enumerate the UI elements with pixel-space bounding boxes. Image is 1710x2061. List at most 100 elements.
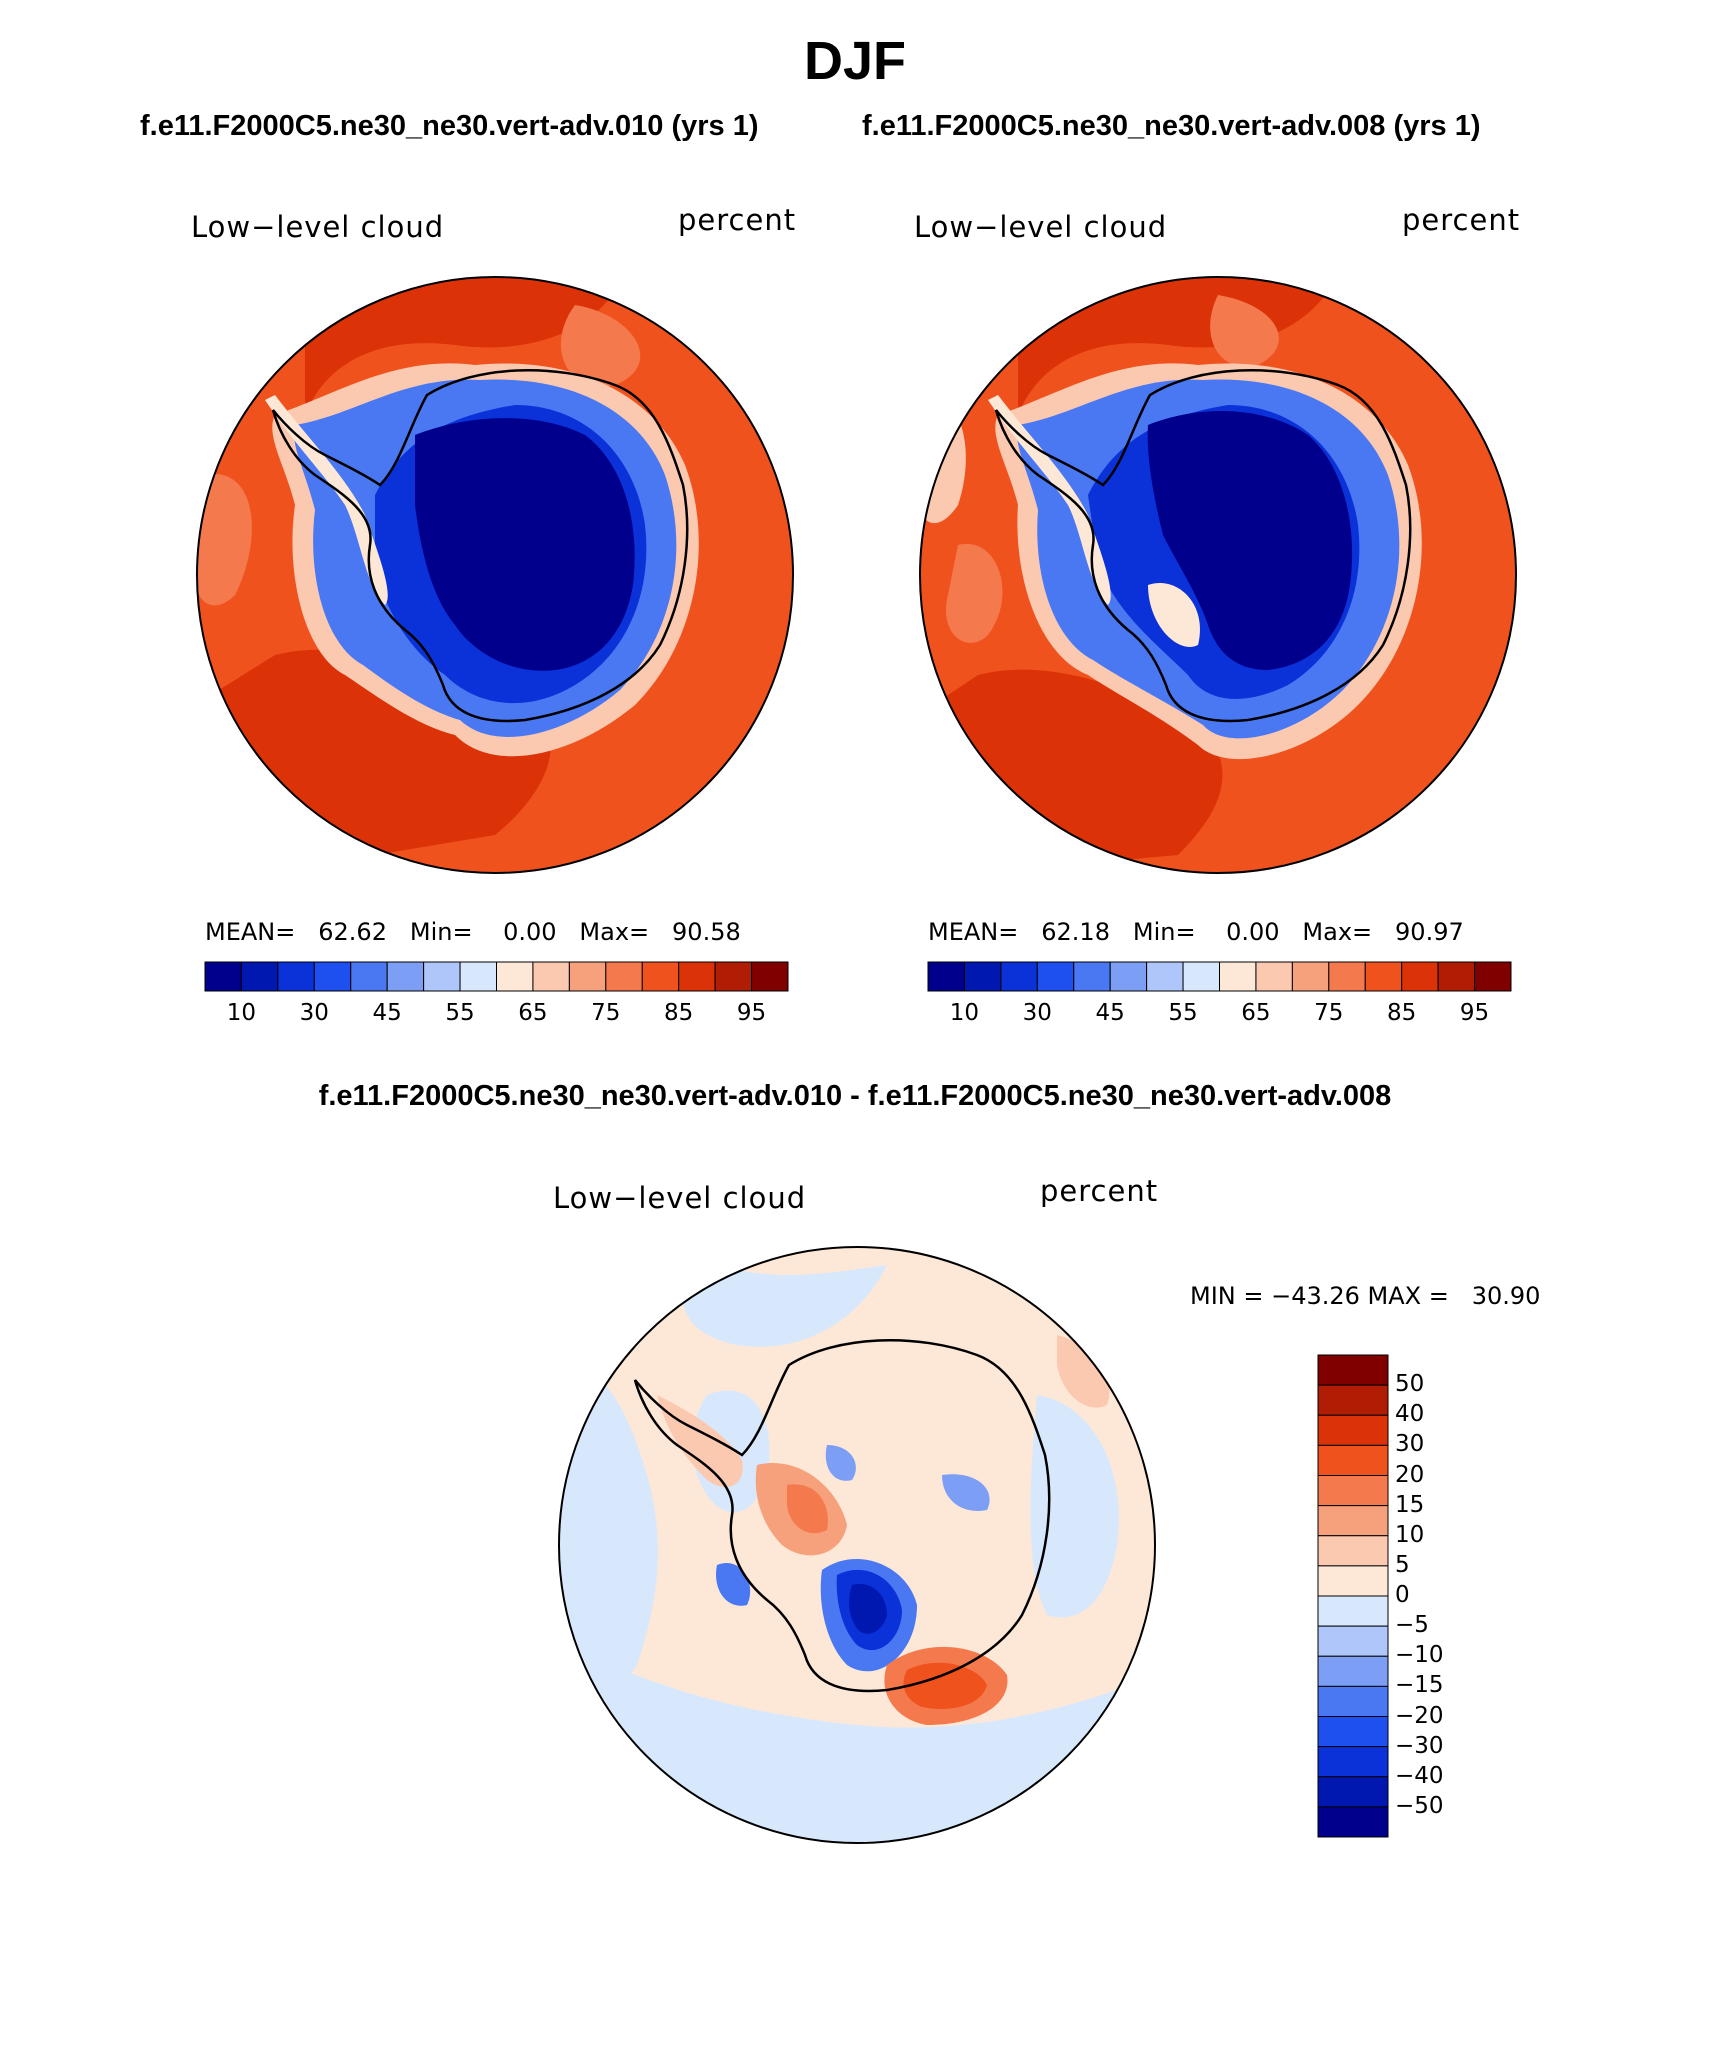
figure-title: DJF (803, 31, 906, 91)
panel2-colorbar-swatch (1000, 961, 1038, 992)
panel2-coastline (994, 369, 1412, 723)
subtitle-right: f.e11.F2000C5.ne30_ne30.vert-adv.008 (yr… (862, 110, 1481, 142)
panel1-map-border (196, 276, 794, 874)
panel2-colorbar-ticks: 10 30 45 55 65 75 85 95 (928, 1000, 1511, 1030)
panel1-colorbar-ticks: 10 30 45 55 65 75 85 95 (205, 1000, 788, 1030)
panel2-colorbar-tick-label: 65 (1241, 1000, 1271, 1026)
panel1-colorbar-tick-label: 45 (372, 1000, 402, 1026)
panel1-units-label: percent (678, 203, 797, 237)
panel2-light-patch-ne (1210, 295, 1279, 367)
panel1-variable-label: Low−level cloud (191, 210, 445, 244)
diff-colorbar-swatch (1317, 1444, 1389, 1476)
panel2-colorbar-swatch (1146, 961, 1184, 992)
diff-colorbar-swatch (1317, 1414, 1389, 1446)
diff-colorbar-tick-label: −20 (1395, 1702, 1444, 1729)
panel2-colorbar-swatch (1219, 961, 1257, 992)
panel2-colorbar-tick-label: 75 (1314, 1000, 1344, 1026)
panel1-stats: MEAN= 62.62 Min= 0.00 Max= 90.58 (205, 918, 741, 946)
panel1-colorbar-tick-label: 75 (591, 1000, 621, 1026)
diff-colorbar-tick-label: 20 (1395, 1461, 1425, 1488)
diff-colorbar-swatch (1317, 1565, 1389, 1597)
diff-colorbar-swatch (1317, 1776, 1389, 1808)
diff-colorbar-swatch (1317, 1655, 1389, 1687)
diff-map (558, 1246, 1156, 1844)
panel2-inlet-white (1148, 583, 1200, 647)
diff-map-border (558, 1246, 1156, 1844)
panel1-colorbar-swatch (568, 961, 607, 992)
panel2-ice-sheet-core (1147, 411, 1353, 670)
diff-colorbar-swatch (1317, 1746, 1389, 1778)
panel1-colorbar-tick-label: 10 (226, 1000, 257, 1026)
diff-colorbar-swatch (1317, 1354, 1389, 1386)
panel1-colorbar-swatch (240, 961, 279, 992)
diff-colorbar-tick-label: 40 (1395, 1401, 1425, 1428)
diff-neg-region-south (559, 1655, 1155, 1843)
panel1-colorbar-swatch (751, 961, 789, 992)
diff-colorbar-tick-label: 0 (1395, 1582, 1410, 1608)
diff-colorbar-tick-label: 50 (1395, 1371, 1425, 1398)
diff-pos-patch-ne (1057, 1335, 1110, 1408)
panel2-map (919, 276, 1517, 874)
panel1-colorbar-tick-label: 95 (736, 1000, 767, 1026)
diff-colorbar-swatch (1317, 1716, 1389, 1748)
panel1-map (196, 276, 794, 874)
diff-colorbar (1317, 1354, 1389, 1838)
panel1-light-patch-ne (560, 305, 641, 387)
panel2-colorbar-tick-label: 55 (1168, 1000, 1198, 1026)
panel1-coastline (271, 369, 689, 723)
diff-colorbar-swatch (1317, 1595, 1389, 1627)
diff-colorbar-swatch (1317, 1685, 1389, 1717)
diff-colorbar-swatch (1317, 1535, 1389, 1567)
diff-colorbar-tick-label: 30 (1395, 1431, 1425, 1458)
diff-colorbar-tick-label: 10 (1395, 1521, 1425, 1548)
panel1-colorbar-swatch (532, 961, 570, 992)
panel2-map-border (919, 276, 1517, 874)
diff-subtitle: f.e11.F2000C5.ne30_ne30.vert-adv.010 - f… (318, 1080, 1392, 1112)
panel2-colorbar-swatch (1401, 961, 1439, 992)
diff-colorbar-swatch (1317, 1505, 1389, 1537)
panel2-colorbar-swatch (963, 961, 1002, 992)
diff-neg-region-east (1030, 1395, 1119, 1618)
panel1-colorbar-swatch (386, 961, 425, 992)
panel1-colorbar-swatch (277, 961, 315, 992)
panel1-colorbar-swatch (459, 961, 497, 992)
panel2-stats: MEAN= 62.18 Min= 0.00 Max= 90.97 (928, 918, 1464, 946)
panel2-colorbar-swatch (1474, 961, 1512, 992)
panel1-light-patch-nw (197, 363, 238, 426)
diff-colorbar-tick-label: −10 (1395, 1642, 1444, 1669)
diff-variable-label: Low−level cloud (553, 1181, 807, 1215)
panel1-colorbar-swatch (204, 961, 242, 992)
diff-colorbar-tick-label: 5 (1395, 1551, 1410, 1578)
panel2-variable-label: Low−level cloud (914, 210, 1168, 244)
panel1-colorbar-tick-label: 55 (445, 1000, 475, 1026)
panel2-colorbar (927, 961, 1512, 992)
subtitle-left: f.e11.F2000C5.ne30_ne30.vert-adv.010 (yr… (140, 110, 759, 142)
panel1-colorbar-swatch (678, 961, 716, 992)
panel1-colorbar-swatch (496, 961, 534, 992)
panel1-colorbar-swatch (313, 961, 352, 992)
panel2-colorbar-swatch (1437, 961, 1476, 992)
diff-colorbar-swatch (1317, 1625, 1389, 1657)
panel2-colorbar-swatch (1328, 961, 1366, 992)
diff-colorbar-tick-label: −30 (1395, 1732, 1444, 1759)
panel2-colorbar-tick-label: 85 (1387, 1000, 1417, 1026)
diff-colorbar-tick-label: −5 (1395, 1612, 1429, 1639)
panel2-colorbar-swatch (1182, 961, 1220, 992)
panel2-colorbar-swatch (1364, 961, 1403, 992)
panel2-colorbar-tick-label: 10 (949, 1000, 980, 1026)
diff-units-label: percent (1040, 1174, 1159, 1208)
diff-colorbar-swatch (1317, 1806, 1389, 1838)
panel2-colorbar-swatch (1036, 961, 1075, 992)
panel1-colorbar-swatch (641, 961, 680, 992)
diff-neg-region-west (559, 1363, 658, 1702)
panel1-light-patch-w (197, 474, 252, 606)
diff-pos-peninsula (657, 1395, 743, 1488)
panel1-colorbar (204, 961, 789, 992)
diff-pos-ross-core (903, 1662, 987, 1709)
diff-colorbar-tick-label: −15 (1395, 1672, 1444, 1699)
panel1-colorbar-swatch (714, 961, 753, 992)
panel2-light-patch-sw (946, 543, 1003, 643)
diff-colorbar-ticks: 50 40 30 20 15 10 5 0 −5 −10 −15 −20 −30 −40 −50 (1395, 1355, 1485, 1837)
panel2-colorbar-tick-label: 45 (1095, 1000, 1125, 1026)
panel1-colorbar-swatch (605, 961, 643, 992)
